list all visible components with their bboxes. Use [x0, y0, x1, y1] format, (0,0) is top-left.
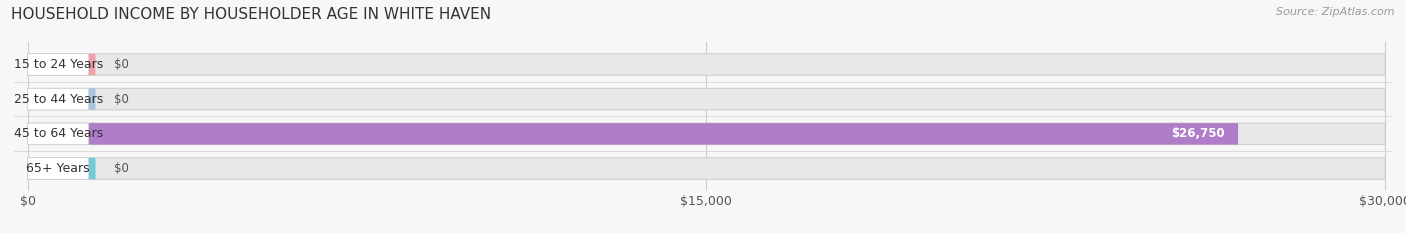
Text: 45 to 64 Years: 45 to 64 Years [14, 127, 103, 140]
FancyBboxPatch shape [28, 123, 1385, 145]
Text: $0: $0 [114, 93, 128, 106]
Text: 65+ Years: 65+ Years [27, 162, 90, 175]
FancyBboxPatch shape [28, 158, 89, 179]
Text: Source: ZipAtlas.com: Source: ZipAtlas.com [1277, 7, 1395, 17]
Text: $0: $0 [114, 58, 128, 71]
FancyBboxPatch shape [28, 88, 1385, 110]
Text: $0: $0 [114, 162, 128, 175]
Text: 15 to 24 Years: 15 to 24 Years [14, 58, 103, 71]
FancyBboxPatch shape [28, 158, 96, 179]
FancyBboxPatch shape [28, 54, 96, 75]
Text: 25 to 44 Years: 25 to 44 Years [14, 93, 103, 106]
Text: HOUSEHOLD INCOME BY HOUSEHOLDER AGE IN WHITE HAVEN: HOUSEHOLD INCOME BY HOUSEHOLDER AGE IN W… [11, 7, 491, 22]
FancyBboxPatch shape [28, 158, 1385, 179]
FancyBboxPatch shape [28, 88, 89, 110]
FancyBboxPatch shape [28, 54, 1385, 75]
FancyBboxPatch shape [28, 88, 96, 110]
Text: $26,750: $26,750 [1171, 127, 1225, 140]
FancyBboxPatch shape [28, 123, 1239, 145]
FancyBboxPatch shape [28, 123, 89, 145]
FancyBboxPatch shape [28, 54, 89, 75]
